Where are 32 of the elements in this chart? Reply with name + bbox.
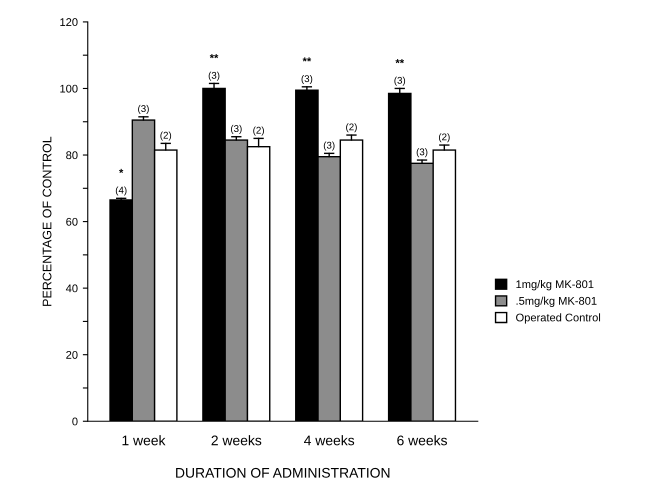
legend-label: .5mg/kg MK-801: [516, 296, 597, 307]
x-tick-label: 4 weeks: [304, 435, 354, 446]
x-tick-label: 1 week: [122, 435, 166, 446]
annotation: (3): [302, 74, 312, 84]
annotation: (3): [138, 104, 149, 114]
y-tick-label: 80: [66, 151, 78, 160]
legend-label: Operated Control: [516, 313, 600, 324]
y-tick-label: 100: [60, 84, 78, 93]
annotation: **: [302, 57, 312, 62]
y-tick-label: 20: [66, 350, 78, 359]
y-axis-title: PERCENTAGE OF CONTROL: [42, 136, 52, 306]
annotation: (2): [346, 123, 357, 132]
annotation: (2): [253, 126, 264, 136]
x-tick-label: 2 weeks: [212, 435, 262, 446]
annotation: **: [210, 54, 218, 58]
y-tick-label: 40: [66, 284, 78, 292]
legend-label: 1mg/kg MK-801: [516, 280, 594, 290]
y-tick-label: 60: [66, 218, 78, 226]
annotation: (3): [394, 76, 406, 86]
y-tick-label: 120: [60, 18, 78, 26]
annotation: **: [395, 59, 404, 64]
annotation: (2): [438, 133, 450, 142]
annotation: (3): [208, 72, 220, 81]
annotation: *: [119, 168, 124, 174]
x-tick-label: 6 weeks: [397, 435, 448, 446]
y-tick-label: 0: [72, 418, 78, 426]
annotation: (3): [230, 124, 242, 134]
annotation: (2): [160, 132, 172, 141]
annotation: (3): [324, 142, 335, 151]
annotation: (3): [416, 148, 428, 158]
x-axis-title: DURATION OF ADMINISTRATION: [176, 468, 390, 478]
annotation: (4): [116, 186, 127, 196]
